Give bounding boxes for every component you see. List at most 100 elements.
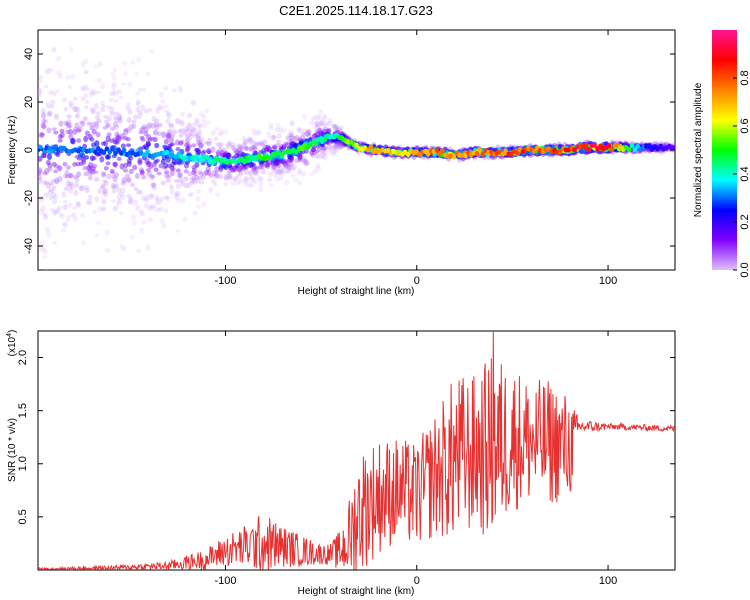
spectrogram-cell [117, 117, 123, 124]
spectrogram-cell [44, 68, 50, 75]
spectrogram-cell [46, 67, 52, 74]
spectrogram-cell [318, 109, 324, 115]
spectrogram-cell [46, 113, 52, 118]
spectrogram-cell [73, 189, 79, 196]
spectrogram-cell [68, 100, 74, 107]
spectrogram-cell [164, 195, 170, 200]
spectrogram-cell [290, 165, 296, 171]
spectrogram-cell [346, 146, 352, 151]
spectrogram-cell [189, 125, 195, 132]
spectrogram-cell [242, 179, 248, 184]
spectrogram-cell [82, 70, 88, 75]
spectrogram-cell [99, 184, 105, 190]
spectrogram-cell [55, 151, 61, 158]
spectrogram-cell [48, 89, 54, 95]
spectrogram-cell [138, 209, 144, 216]
spectrogram-cell [63, 120, 69, 125]
spectrogram-cell [312, 168, 318, 175]
spectrogram-cell [43, 213, 49, 220]
spectrogram-cell [156, 131, 162, 137]
spectrogram-cell [234, 180, 240, 186]
spectrogram-cell [100, 82, 106, 90]
spectrogram-cell [47, 188, 53, 195]
spectrogram-cell [87, 172, 93, 177]
snr-panel: -100 0 100 0.5 1.0 1.5 2.0 Height of straight… [6, 330, 676, 597]
spectrogram-cell [135, 107, 141, 113]
spectrogram-cell [271, 163, 277, 170]
spectrogram-cell [214, 126, 220, 132]
spectrogram-cell [54, 177, 60, 184]
spectrogram-ridge-cell [144, 150, 150, 156]
spectrogram-cell [356, 150, 362, 155]
spectrogram-cell [242, 141, 248, 146]
spectrogram-cell [76, 202, 82, 208]
spectrogram-cell [272, 165, 278, 170]
spectrogram-cell [78, 185, 84, 191]
spectrogram-cell [186, 113, 192, 119]
spectrogram-cell [302, 114, 308, 120]
spectrogram-cell [175, 190, 181, 197]
spectrogram-cell [264, 146, 270, 152]
spectrogram-cell [132, 199, 138, 206]
spectrogram-ridge-cell [121, 147, 127, 153]
spectrogram-cell [90, 168, 96, 175]
spectrogram-cell [197, 170, 203, 175]
spectrogram-cell [70, 213, 76, 218]
spectrogram-cell [226, 142, 232, 147]
spectrogram-cell [179, 121, 185, 127]
spectrogram-cell [251, 166, 257, 172]
spectrogram-x-tick-label: 100 [599, 275, 617, 287]
spectrogram-cell [270, 165, 276, 172]
spectrogram-cell [196, 122, 202, 128]
spectrogram-cell [281, 128, 287, 133]
spectrogram-cell [178, 140, 184, 146]
spectrogram-cell [316, 166, 322, 172]
spectrogram-cell [118, 192, 124, 196]
spectrogram-cell [159, 196, 165, 202]
spectrogram-cell [227, 140, 233, 147]
spectrogram-cell [238, 171, 244, 176]
spectrogram-cell [55, 89, 61, 94]
spectrogram-cell [111, 184, 117, 189]
spectrogram-cell [197, 175, 203, 181]
spectrogram-cell [120, 143, 126, 149]
spectrogram-cell [123, 71, 129, 77]
colorbar: 0.0 0.2 0.4 0.6 0.8 Normalized spectral ampl… [693, 30, 750, 278]
spectrogram-cell [83, 58, 89, 65]
colorbar-tick-label: 0.4 [739, 166, 750, 181]
spectrogram-cell [141, 124, 147, 129]
spectrogram-cell [162, 144, 168, 150]
spectrogram-cell [306, 128, 312, 136]
spectrogram-cell [154, 194, 160, 202]
spectrogram-cell [38, 90, 43, 94]
spectrogram-cell [201, 118, 207, 123]
spectrogram-cell [167, 129, 173, 136]
spectrogram-ridge-cell [474, 151, 480, 157]
spectrogram-cell [174, 192, 180, 197]
spectrogram-cell [187, 129, 193, 136]
spectrogram-cell [201, 201, 207, 207]
spectrogram-cell [265, 144, 271, 151]
spectrogram-cell [275, 168, 281, 174]
spectrogram-cell [256, 129, 262, 135]
spectrogram-cell [211, 178, 217, 184]
spectrogram-cell [175, 118, 181, 125]
spectrogram-cell [67, 84, 73, 90]
spectrogram-y-tick-label: 0 [23, 147, 35, 153]
spectrogram-cell [148, 204, 154, 210]
spectrogram-cell [274, 177, 280, 183]
spectrogram-cell [140, 195, 146, 201]
spectrogram-cell [165, 157, 171, 163]
spectrogram-cell [113, 115, 119, 120]
spectrogram-cell [271, 144, 277, 150]
spectrogram-cell [84, 200, 90, 205]
spectrogram-cell [41, 118, 47, 125]
spectrogram-cell [203, 140, 209, 145]
spectrogram-cell [105, 247, 111, 254]
spectrogram-cell [149, 193, 155, 198]
spectrogram-cell [72, 96, 78, 101]
spectrogram-cell [248, 146, 254, 152]
spectrogram-cell [228, 165, 234, 171]
spectrogram-ridge-cell [440, 148, 445, 154]
spectrogram-cell [165, 178, 171, 183]
